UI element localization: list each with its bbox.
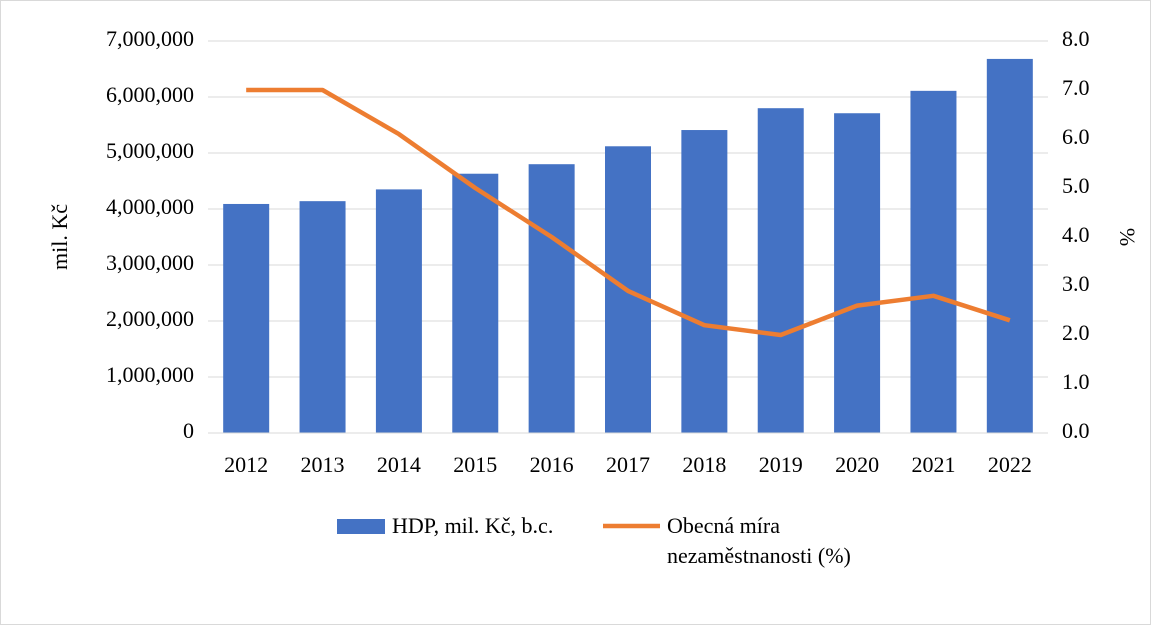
bar xyxy=(757,108,804,433)
y2-tick-label: 8.0 xyxy=(1062,26,1090,51)
y2-tick-label: 3.0 xyxy=(1062,271,1090,296)
line xyxy=(246,87,1011,338)
y2-tick-label: 2.0 xyxy=(1062,320,1090,345)
bar xyxy=(986,58,1033,434)
bar xyxy=(834,113,881,434)
y2-tick-label: 1.0 xyxy=(1062,369,1090,394)
bar xyxy=(223,203,270,433)
y2-tick-label: 5.0 xyxy=(1062,173,1090,198)
y-tick-label: 0 xyxy=(183,418,194,443)
legend-label: Obecná míra nezaměstnanosti (%) xyxy=(667,513,851,568)
bar xyxy=(681,130,728,434)
y-tick-label: 7,000,000 xyxy=(106,26,194,51)
x-tick-label: 2015 xyxy=(453,452,497,477)
legend-label: HDP, mil. Kč, b.c. xyxy=(392,513,554,538)
y-tick-label: 4,000,000 xyxy=(106,194,194,219)
bar xyxy=(528,164,575,433)
y-axis-label: mil. Kč xyxy=(47,204,72,270)
x-tick-label: 2022 xyxy=(988,452,1032,477)
y-tick-label: 5,000,000 xyxy=(106,138,194,163)
y2-tick-label: 4.0 xyxy=(1062,222,1090,247)
bar xyxy=(452,173,499,433)
y-tick-label: 1,000,000 xyxy=(106,362,194,387)
y2-tick-label: 7.0 xyxy=(1062,75,1090,100)
x-tick-label: 2018 xyxy=(682,452,726,477)
x-tick-label: 2019 xyxy=(759,452,803,477)
y-tick-label: 3,000,000 xyxy=(106,250,194,275)
y2-tick-label: 0.0 xyxy=(1062,418,1090,443)
x-tick-label: 2017 xyxy=(606,452,650,477)
x-tick-label: 2013 xyxy=(301,452,345,477)
legend-swatch xyxy=(337,519,385,534)
y-tick-label: 6,000,000 xyxy=(106,82,194,107)
x-tick-label: 2012 xyxy=(224,452,268,477)
y-tick-label: 2,000,000 xyxy=(106,306,194,331)
x-tick-label: 2016 xyxy=(530,452,574,477)
bar xyxy=(910,90,957,433)
y2-axis-label: % xyxy=(1115,228,1140,246)
bar xyxy=(299,201,346,433)
y2-tick-label: 6.0 xyxy=(1062,124,1090,149)
bar xyxy=(375,189,422,433)
x-tick-label: 2021 xyxy=(911,452,955,477)
x-tick-label: 2014 xyxy=(377,452,421,477)
x-tick-label: 2020 xyxy=(835,452,879,477)
